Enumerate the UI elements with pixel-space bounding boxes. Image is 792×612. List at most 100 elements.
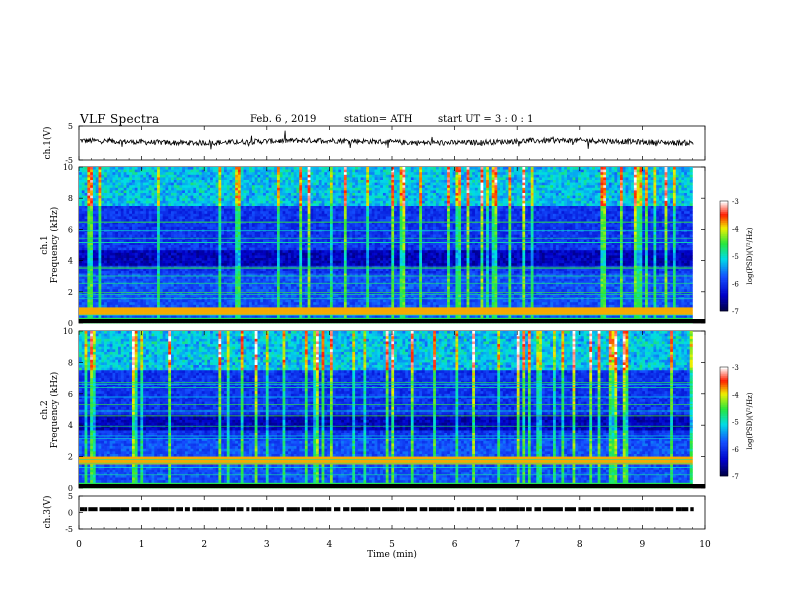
spec1-cell (176, 200, 180, 204)
spec1-cell (279, 224, 283, 228)
spec1-cell (145, 310, 150, 313)
spec1-cell (168, 177, 172, 181)
spec1-cell (226, 200, 230, 204)
spec1-cell (268, 252, 272, 256)
spec1-cell (193, 177, 197, 181)
spec1-cell (226, 232, 230, 235)
spec1-cell (173, 193, 177, 196)
spec1-cell (145, 234, 150, 238)
spec1-cell (268, 232, 272, 235)
spec1-cell (268, 208, 272, 212)
spec1-cell (265, 281, 269, 285)
spec1-cell (179, 315, 183, 319)
spec1-cell (145, 304, 150, 308)
spec1-cell (237, 289, 242, 293)
spec1-cell (201, 232, 205, 235)
spec1-cell (79, 224, 83, 228)
spec1-cell (118, 242, 122, 246)
spec1-cell (143, 216, 147, 220)
spec1-cell (232, 252, 236, 256)
spec1-cell (282, 276, 286, 280)
spec1-cell (115, 208, 119, 212)
spec1-cell (165, 232, 169, 235)
spec1-cell (98, 195, 102, 199)
spec1-cell (307, 291, 311, 295)
spec1-cell (235, 239, 239, 243)
spec1-cell (95, 247, 99, 251)
spec1-cell (98, 167, 102, 170)
spec1-cell (237, 284, 242, 287)
spec1-cell (171, 289, 175, 293)
spec1-cell (176, 239, 180, 243)
spec1-cell (276, 182, 281, 186)
spec1-cell (296, 284, 300, 287)
spec1-cell (299, 195, 303, 199)
spec1-cell (104, 302, 108, 306)
spec1-cell (304, 281, 308, 285)
spec1-cell (84, 172, 88, 176)
spec1-cell (257, 211, 261, 215)
spec1-cell (290, 226, 295, 230)
spec1-cell (229, 291, 233, 295)
spec1-cell (176, 250, 180, 254)
spec1-cell (198, 252, 202, 256)
spec1-cell (224, 237, 228, 241)
spec1-cell (282, 247, 286, 251)
spec1-cell (182, 187, 186, 191)
spec1-cell (81, 312, 85, 316)
spec1-cell (218, 177, 222, 181)
spec1-cell (137, 219, 141, 222)
spec1-cell (104, 234, 108, 238)
spec1-cell (98, 276, 102, 280)
spec1-cell (159, 273, 163, 277)
spec1-cell (268, 276, 272, 280)
spec1-cell (299, 172, 303, 176)
spec1-cell (198, 195, 202, 199)
spec1-cell (229, 221, 233, 225)
spec1-cell (129, 304, 133, 308)
spec1-cell (118, 172, 122, 176)
spec1-cell (249, 289, 253, 293)
spec1-cell (184, 255, 189, 259)
spec1-cell (232, 245, 236, 248)
spec1-cell (274, 312, 278, 316)
spec1-cell (302, 169, 306, 173)
spec1-cell (112, 167, 116, 170)
spec1-cell (151, 206, 155, 209)
spec1-cell (165, 237, 169, 241)
spec1-cell (81, 276, 85, 280)
spec1-cell (101, 268, 105, 272)
spec1-cell (92, 247, 97, 251)
spec1-cell (307, 208, 311, 212)
spec1-cell (257, 250, 261, 254)
spec1-cell (207, 271, 211, 274)
spec1-cell (257, 294, 261, 298)
spec1-cell (257, 206, 261, 209)
spec1-cell (285, 190, 289, 194)
spec1-cell (90, 232, 94, 235)
spec1-cell (134, 172, 138, 176)
spec1-cell (254, 247, 258, 251)
spec1-cell (307, 203, 311, 207)
spec1-cell (212, 195, 216, 199)
spec1-cell (168, 219, 172, 222)
spec1-cell (90, 304, 94, 308)
spec1-cell (168, 224, 172, 228)
spec1-cell (302, 234, 306, 238)
spec1-cell (182, 226, 186, 230)
spec1-cell (109, 219, 113, 222)
spec1-cell (198, 198, 202, 202)
spec1-cell (187, 242, 191, 246)
spec1-cell (246, 234, 250, 238)
spec1-cell (201, 307, 205, 311)
spec1-cell (176, 216, 180, 220)
spec1-cell (246, 258, 250, 261)
spec1-cell (87, 206, 91, 209)
spec1-cell (173, 291, 177, 295)
spec1-cell (226, 187, 230, 191)
spec1-cell (115, 219, 119, 222)
spec1-cell (115, 211, 119, 215)
spec1-cell (112, 177, 116, 181)
spec1-cell (290, 291, 295, 295)
